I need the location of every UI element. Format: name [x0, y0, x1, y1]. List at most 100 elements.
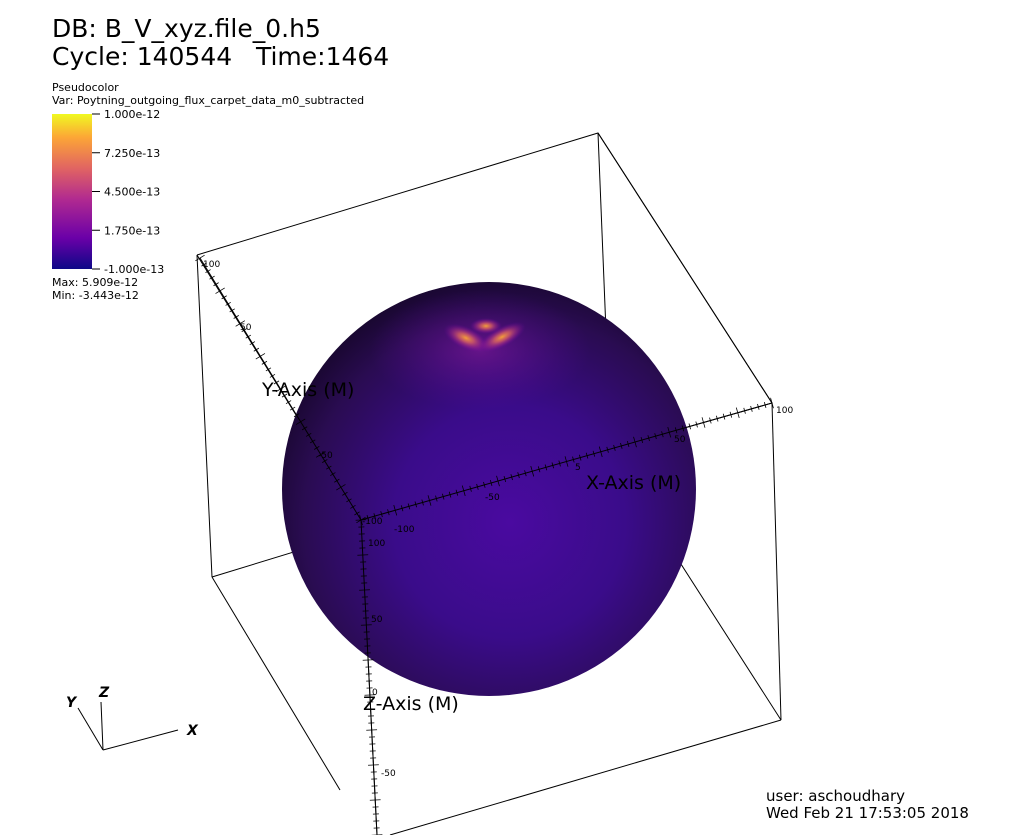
x-axis-tick [421, 499, 424, 506]
x-axis-tick [427, 495, 432, 506]
y-axis-tick [215, 287, 225, 294]
x-axis-tick [757, 403, 760, 410]
z-tick-label: 0 [372, 688, 378, 698]
x-axis-tick [530, 465, 535, 477]
y-axis-tick [273, 380, 280, 385]
database-title: DB: B_V_xyz.file_0.h5 [52, 14, 321, 43]
x-axis-tick [380, 511, 383, 518]
x-axis-tick [770, 397, 774, 409]
x-axis-tick [654, 433, 657, 440]
y-tick-label: -50 [318, 451, 333, 461]
x-axis-tick [598, 446, 603, 458]
y-axis-tick [354, 511, 360, 516]
colorbar-gradient [52, 114, 92, 269]
x-axis-tick [735, 407, 740, 419]
flux-hotspot [443, 323, 489, 353]
y-axis-tick [233, 315, 239, 319]
x-axis-tick [661, 431, 664, 438]
y-axis-title: Y-Axis (M) [261, 379, 354, 401]
x-axis-tick [544, 464, 548, 471]
y-axis-tick [255, 353, 266, 360]
z-axis-tick [360, 624, 372, 626]
y-axis-tick [334, 478, 340, 483]
y-axis-tick [275, 385, 286, 393]
y-axis-tick [305, 432, 312, 437]
legend-min: Min: -3.443e-12 [52, 289, 139, 302]
x-axis-tick [489, 479, 493, 486]
y-axis-tick [253, 347, 260, 352]
x-axis-tick [558, 460, 561, 467]
x-axis-tick [763, 401, 767, 408]
x-axis-tick [722, 413, 726, 420]
y-axis-tick [221, 295, 227, 300]
x-axis-tick [695, 421, 698, 428]
timestamp-label: Wed Feb 21 17:53:05 2018 [766, 804, 969, 822]
colorbar-tick-label: 1.000e-12 [104, 108, 160, 121]
x-axis-tick [373, 513, 376, 520]
x-axis-tick [483, 481, 486, 488]
y-axis-tick [315, 451, 326, 458]
y-axis-tick [309, 439, 316, 444]
y-axis-tick [322, 459, 328, 463]
triad-x-line [102, 729, 179, 751]
z-axis-tick [368, 764, 379, 766]
y-axis-tick [249, 341, 256, 346]
z-axis-tick [359, 589, 370, 591]
x-axis-tick [640, 437, 644, 444]
time-value: 1464 [325, 42, 390, 71]
z-tick-label: 50 [371, 615, 383, 625]
y-axis-tick [289, 406, 296, 411]
box-edge [196, 254, 213, 578]
y-axis-tick [235, 320, 246, 327]
x-tick-label: -50 [485, 493, 500, 503]
x-axis-tick [592, 450, 596, 457]
x-axis-tick [620, 442, 623, 449]
colorbar-tick-label: 4.500e-13 [104, 186, 160, 199]
x-axis-tick [524, 470, 527, 477]
x-axis-tick [701, 417, 706, 428]
legend-plot-type: Pseudocolor [52, 81, 119, 94]
legend-max: Max: 5.909e-12 [52, 276, 139, 289]
x-axis-tick [435, 495, 438, 502]
x-axis-tick [579, 454, 582, 461]
x-axis-tick [709, 417, 712, 424]
axis-triad: X Z Y [66, 685, 199, 751]
x-axis-tick [564, 456, 569, 467]
y-axis-tick [350, 504, 356, 509]
y-axis-tick [241, 328, 248, 332]
colorbar: 1.000e-12 7.250e-13 4.500e-13 1.750e-13 -1.0… [52, 108, 164, 276]
cycle-value: 140544 [136, 42, 233, 71]
legend-variable: Var: Poytning_outgoing_flux_carpet_data_… [52, 94, 365, 107]
x-axis-tick [455, 489, 459, 496]
x-axis-tick [750, 405, 753, 412]
user-label: user: aschoudhary [766, 787, 905, 805]
colorbar-tick-label: 7.250e-13 [104, 147, 160, 160]
x-axis-tick [633, 436, 637, 448]
x-axis-tick [517, 472, 520, 479]
y-axis-tick [201, 262, 207, 267]
x-axis-title: X-Axis (M) [586, 472, 681, 494]
x-tick-label: 50 [674, 435, 686, 445]
x-axis-tick [572, 456, 575, 463]
x-axis-tick [469, 485, 472, 492]
x-axis-tick [688, 423, 691, 430]
flux-hotspot [470, 318, 502, 334]
box-edge [771, 402, 782, 721]
y-axis-tick [209, 275, 215, 280]
x-axis-tick [626, 440, 630, 447]
sphere [282, 282, 696, 696]
x-axis-tick [393, 504, 398, 516]
x-axis-tick [674, 427, 678, 434]
y-axis-tick [269, 373, 276, 378]
x-axis-tick [442, 493, 445, 500]
colorbar-tick-label: 1.750e-13 [104, 224, 160, 237]
x-axis-tick [387, 509, 390, 516]
triad-z-line [100, 701, 104, 751]
box-edge [389, 719, 782, 835]
z-axis-line [360, 519, 378, 835]
x-axis-tick [716, 415, 719, 422]
y-axis-tick [326, 465, 332, 470]
x-tick-label: -100 [394, 525, 415, 535]
z-axis-tick [366, 729, 378, 731]
z-axis-tick [357, 554, 369, 556]
